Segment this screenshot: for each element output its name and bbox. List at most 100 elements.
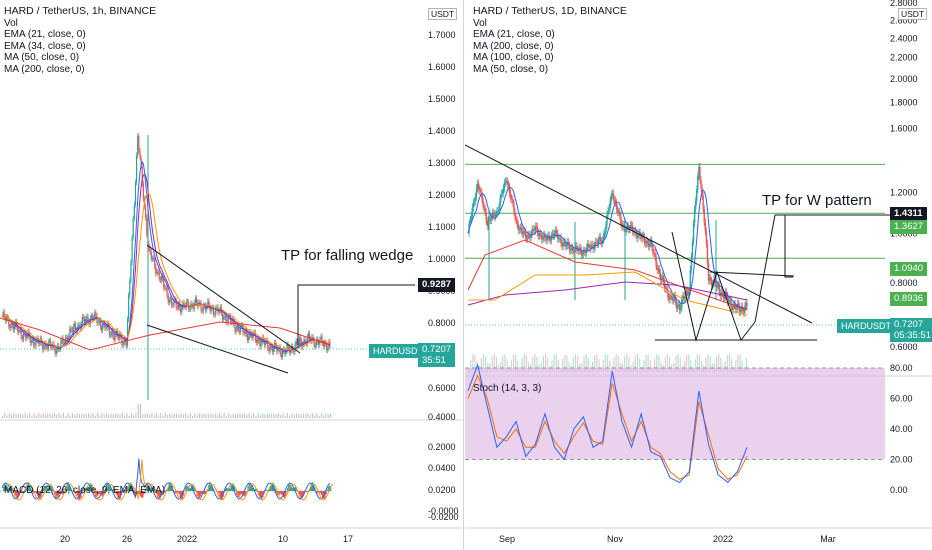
left-candle (277, 348, 279, 352)
right-price-tick: 2.2000 (890, 53, 918, 63)
right-candle (482, 198, 484, 206)
right-candle (697, 175, 699, 190)
left-volume-bar (97, 413, 99, 418)
left-macd-hist (91, 484, 93, 491)
right-candle (682, 295, 684, 300)
left-macd-hist (48, 487, 50, 491)
left-macd-hist (69, 487, 72, 491)
left-volume-bar (87, 413, 89, 418)
left-candle (250, 331, 252, 336)
left-candle (172, 305, 174, 307)
right-candle (656, 266, 658, 271)
right-indicator-ma50[interactable]: MA (50, close, 0) (473, 63, 549, 75)
left-volume-bar (232, 413, 234, 418)
right-chart-canvas[interactable]: 2.6000 2.4000 2.2000 2.0000 1.8000 1.6000 1.20… (465, 0, 932, 550)
right-candle (549, 239, 552, 241)
right-volume-bar (525, 355, 527, 372)
left-candle (261, 337, 263, 344)
left-macd-hist (163, 491, 166, 492)
right-candle (564, 242, 566, 246)
left-macd-hist (320, 491, 323, 495)
right-indicator-ma200[interactable]: MA (200, close, 0) (473, 40, 554, 52)
left-ma200-line (0, 317, 331, 351)
left-volume-bar (128, 415, 130, 418)
left-candle (126, 319, 129, 346)
right-candle (746, 302, 748, 307)
left-macd-hist (32, 491, 34, 494)
left-candle (57, 345, 60, 350)
right-time-tick: 2022 (713, 534, 733, 544)
right-chart-pane[interactable]: 2.6000 2.4000 2.2000 2.0000 1.8000 1.6000 1.20… (465, 0, 932, 550)
left-macd-hist (143, 491, 145, 495)
right-candle (498, 206, 500, 211)
left-macd-hist (126, 489, 128, 491)
left-candle (61, 338, 63, 342)
left-indicator-ma200[interactable]: MA (200, close, 0) (4, 63, 85, 75)
left-indicator-ma50[interactable]: MA (50, close, 0) (4, 52, 80, 63)
right-indicator-ma100[interactable]: MA (100, close, 0) (473, 52, 554, 63)
right-candle (477, 183, 480, 190)
left-volume-bar (126, 413, 128, 418)
right-candle (490, 216, 493, 221)
left-volume-bar (230, 414, 232, 418)
right-volume-bar (574, 354, 577, 372)
right-price-tick: 0.8000 (890, 278, 918, 288)
right-annotation: TP for W pattern (762, 192, 872, 209)
right-candle (693, 209, 696, 224)
left-candle (279, 347, 281, 355)
left-annotation: TP for falling wedge (281, 247, 414, 264)
right-candle (528, 234, 530, 236)
left-candle (211, 307, 213, 309)
left-candle (43, 346, 45, 350)
left-candle (164, 287, 166, 289)
right-volume-bar (547, 358, 549, 372)
left-indicator-vol[interactable]: Vol (4, 17, 18, 29)
left-candle (215, 307, 217, 315)
right-candle (708, 277, 711, 281)
right-trendline (465, 144, 813, 324)
left-macd-hist (322, 491, 324, 498)
right-indicator-ema21[interactable]: EMA (21, close, 0) (473, 29, 555, 40)
left-macd-hist (110, 489, 112, 491)
right-candle (483, 205, 485, 208)
right-candle (547, 235, 549, 238)
right-volume-bar (517, 360, 519, 372)
right-candle (514, 212, 516, 218)
left-chart-canvas[interactable]: 1.7000 1.6000 1.5000 1.4000 1.3000 1.2000 1.10… (0, 0, 464, 550)
right-stoch-label[interactable]: Stoch (14, 3, 3) (473, 383, 542, 394)
left-macd-hist (147, 485, 150, 491)
right-symbol-tag: HARDUSDT (837, 319, 896, 333)
left-chart-pane[interactable]: 1.7000 1.6000 1.5000 1.4000 1.3000 1.2000 1.10… (0, 0, 464, 550)
left-volume-bar (144, 413, 146, 418)
left-indicator-ema34[interactable]: EMA (34, close, 0) (4, 40, 86, 52)
right-candle (699, 166, 701, 180)
right-price-tick: 1.8000 (890, 97, 918, 107)
right-candle (544, 234, 546, 238)
left-macd-hist (109, 487, 111, 491)
left-candle (240, 325, 242, 333)
right-unit-label[interactable]: USDT (898, 8, 928, 20)
left-volume-bar (119, 414, 121, 418)
left-indicator-ema21[interactable]: EMA (21, close, 0) (4, 29, 86, 40)
right-indicator-vol[interactable]: Vol (473, 17, 487, 29)
right-target-bracket (784, 215, 793, 278)
right-candle (620, 215, 622, 224)
right-candle (486, 220, 488, 226)
right-volume-bar (551, 360, 553, 372)
left-candle (301, 340, 303, 347)
right-volume-bar (696, 354, 698, 372)
left-volume-bar (219, 413, 221, 418)
right-candle (593, 247, 595, 249)
left-macd-hist (240, 491, 242, 495)
left-volume-bar (210, 413, 212, 418)
right-level-tag-2: 1.3627 (890, 220, 928, 234)
right-candle (640, 236, 642, 239)
right-candle (608, 208, 610, 211)
left-volume-bar (92, 413, 94, 418)
left-macd-label[interactable]: MACD (12, 26, close, 9, EMA, EMA) (4, 485, 166, 496)
right-volume-bar (592, 361, 594, 372)
left-volume-bar (296, 413, 298, 418)
left-macd-tick: 0.6000 (428, 383, 456, 393)
left-unit-label[interactable]: USDT (428, 8, 458, 20)
right-candle (471, 207, 473, 217)
